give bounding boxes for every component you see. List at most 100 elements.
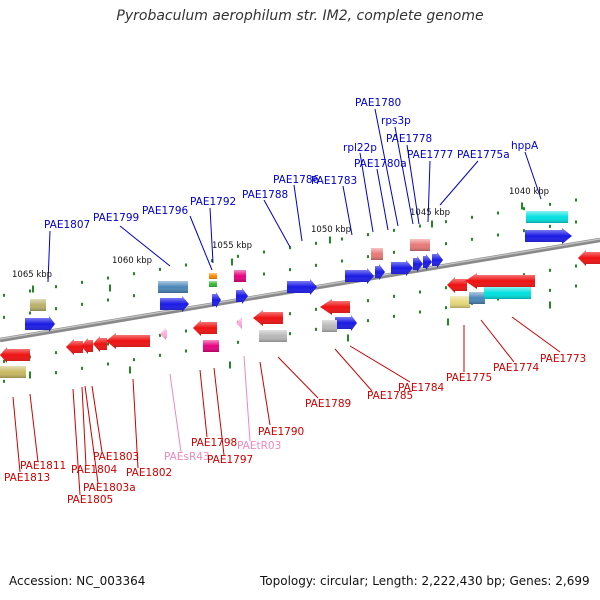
gene-pae1805-arrow-shading [66, 339, 83, 355]
reverse-gene-label[interactable]: PAE1802 [126, 467, 172, 479]
forward-gene-label[interactable]: PAE1778 [386, 133, 432, 145]
leader-line [376, 168, 389, 231]
forward-gene-label[interactable]: PAE1788 [242, 189, 288, 201]
map-title: Pyrobaculum aerophilum str. IM2, complet… [116, 8, 484, 24]
forward-gene-label[interactable]: PAE1777 [407, 149, 453, 161]
gene-paesr43-arrow-shading [160, 328, 167, 340]
leader-line [342, 185, 353, 236]
reverse-gene-label[interactable]: PAE1805 [67, 494, 113, 506]
gene-pae1813-arrow-shading [0, 347, 30, 363]
gene-pae1796-arrow-shading [212, 292, 221, 308]
reverse-gene-label[interactable]: PAEsR43 [164, 451, 210, 463]
leader-line [47, 230, 51, 283]
leader-line [349, 345, 411, 383]
reverse-gene-label[interactable]: PAE1813 [4, 472, 50, 484]
gene-pae1804-arrow-shading [81, 338, 93, 354]
gene-pae1774-box-shading [469, 292, 485, 304]
gene-pae1799-arrow-shading [160, 296, 189, 312]
gene-pae1813-box-shading [0, 366, 26, 378]
reverse-gene-label[interactable]: PAE1790 [258, 426, 304, 438]
gene-pae1784-box-shading [322, 320, 337, 332]
gene-pae1792-arrow-shading [236, 288, 248, 304]
leader-line [29, 393, 39, 463]
gene-pae1783-arrow-shading [345, 268, 374, 284]
scale-label: 1065 kbp [12, 270, 52, 280]
gene-pae1798-box-shading [203, 340, 219, 352]
gene-pae1788-arrow-shading [287, 279, 317, 295]
scale-label: 1055 kbp [212, 241, 252, 251]
forward-gene-label[interactable]: PAE1775a [457, 149, 510, 161]
reverse-gene-label[interactable]: PAE1811 [20, 460, 66, 472]
gene-pae1796-box2-shading [209, 281, 217, 287]
reverse-gene-label[interactable]: PAE1785 [367, 390, 413, 402]
leader-line [81, 386, 87, 467]
reverse-gene-label[interactable]: PAE1789 [305, 398, 351, 410]
tick-marks [3, 198, 577, 383]
leader-line [394, 126, 414, 225]
leader-line [12, 396, 21, 473]
forward-gene-label[interactable]: hppA [511, 140, 539, 152]
reverse-gene-label[interactable]: PAE1775 [446, 372, 492, 384]
scale-label: 1050 kbp [311, 225, 351, 235]
leader-line [524, 151, 542, 200]
gene-pae1797-arrow-shading [193, 320, 217, 336]
reverse-gene-label[interactable]: PAE1804 [71, 464, 118, 476]
gene-pae1780a-box-shading [371, 248, 383, 260]
forward-gene-label[interactable]: PAE1799 [93, 212, 139, 224]
gene-pae1773-arrow-shading [578, 250, 600, 266]
reverse-gene-label[interactable]: PAE1797 [207, 454, 253, 466]
gene-pae1777-arrow-shading [432, 252, 443, 268]
leader-line [277, 356, 319, 399]
forward-gene-label[interactable]: PAE1783 [311, 175, 357, 187]
gene-pae1774-arrow-shading [465, 273, 535, 289]
gene-pae1803-arrow-shading [93, 336, 107, 352]
gene-pae1807-arrow-shading [25, 316, 55, 332]
accession-text: Accession: NC_003364 [9, 574, 146, 588]
gene-pae1785-arrow-shading [320, 299, 350, 315]
leader-line [189, 215, 213, 271]
leader-line [359, 152, 374, 233]
reverse-gene-label[interactable]: PAE1803a [83, 482, 136, 494]
forward-gene-label[interactable]: PAE1792 [190, 196, 236, 208]
forward-gene-label[interactable]: rps3p [381, 115, 411, 127]
gene-pae1775-arrow-shading [447, 277, 467, 293]
scale-label: 1045 kbp [410, 208, 450, 218]
gene-pae1807-box-shading [30, 299, 46, 311]
reverse-gene-label[interactable]: PAE1798 [191, 437, 237, 449]
forward-gene-label[interactable]: PAE1780 [355, 97, 401, 109]
gene-pae1775-box-shading [450, 296, 470, 308]
forward-gene-label[interactable]: PAE1786 [273, 174, 320, 186]
reverse-gene-label[interactable]: PAEtR03 [237, 440, 281, 452]
forward-gene-label[interactable]: PAE1780a [354, 158, 407, 170]
gene-hppa-box-shading [526, 211, 568, 223]
gene-pae1799-box-shading [158, 281, 188, 293]
gene-pae1785-fwd-arrow-shading [335, 315, 357, 331]
gene-rps3p-arrow-shading [413, 256, 423, 272]
reverse-gene-label[interactable]: PAE1784 [398, 382, 445, 394]
gene-pae1778-box-shading [410, 239, 430, 251]
reverse-gene-label[interactable]: PAE1773 [540, 353, 586, 365]
leader-line [209, 207, 214, 264]
leader-line [480, 319, 515, 363]
reverse-gene-label[interactable]: PAE1803 [93, 451, 139, 463]
genome-summary-text: Topology: circular; Length: 2,222,430 bp… [260, 574, 590, 588]
leader-line [213, 367, 225, 456]
leader-line [119, 225, 171, 267]
gene-pae1792-box-shading [234, 270, 246, 282]
scale-label: 1040 kbp [509, 187, 549, 197]
reverse-gene-label[interactable]: PAE1774 [493, 362, 540, 374]
gene-paetr03-arrow-shading [236, 317, 242, 329]
leader-line [374, 108, 399, 227]
gene-pae1778-arrow-shading [423, 254, 432, 270]
gene-pae1780-arrow-shading [391, 260, 413, 276]
gene-pae1790-arrow-shading [253, 310, 283, 326]
leader-line [263, 199, 291, 248]
forward-gene-label[interactable]: rpl22p [343, 142, 377, 154]
leader-line [84, 385, 99, 484]
forward-gene-label[interactable]: PAE1807 [44, 219, 90, 231]
forward-gene-label[interactable]: PAE1796 [142, 205, 189, 217]
leader-line [439, 160, 479, 206]
leader-line [199, 369, 208, 438]
scale-label: 1060 kbp [112, 256, 152, 266]
